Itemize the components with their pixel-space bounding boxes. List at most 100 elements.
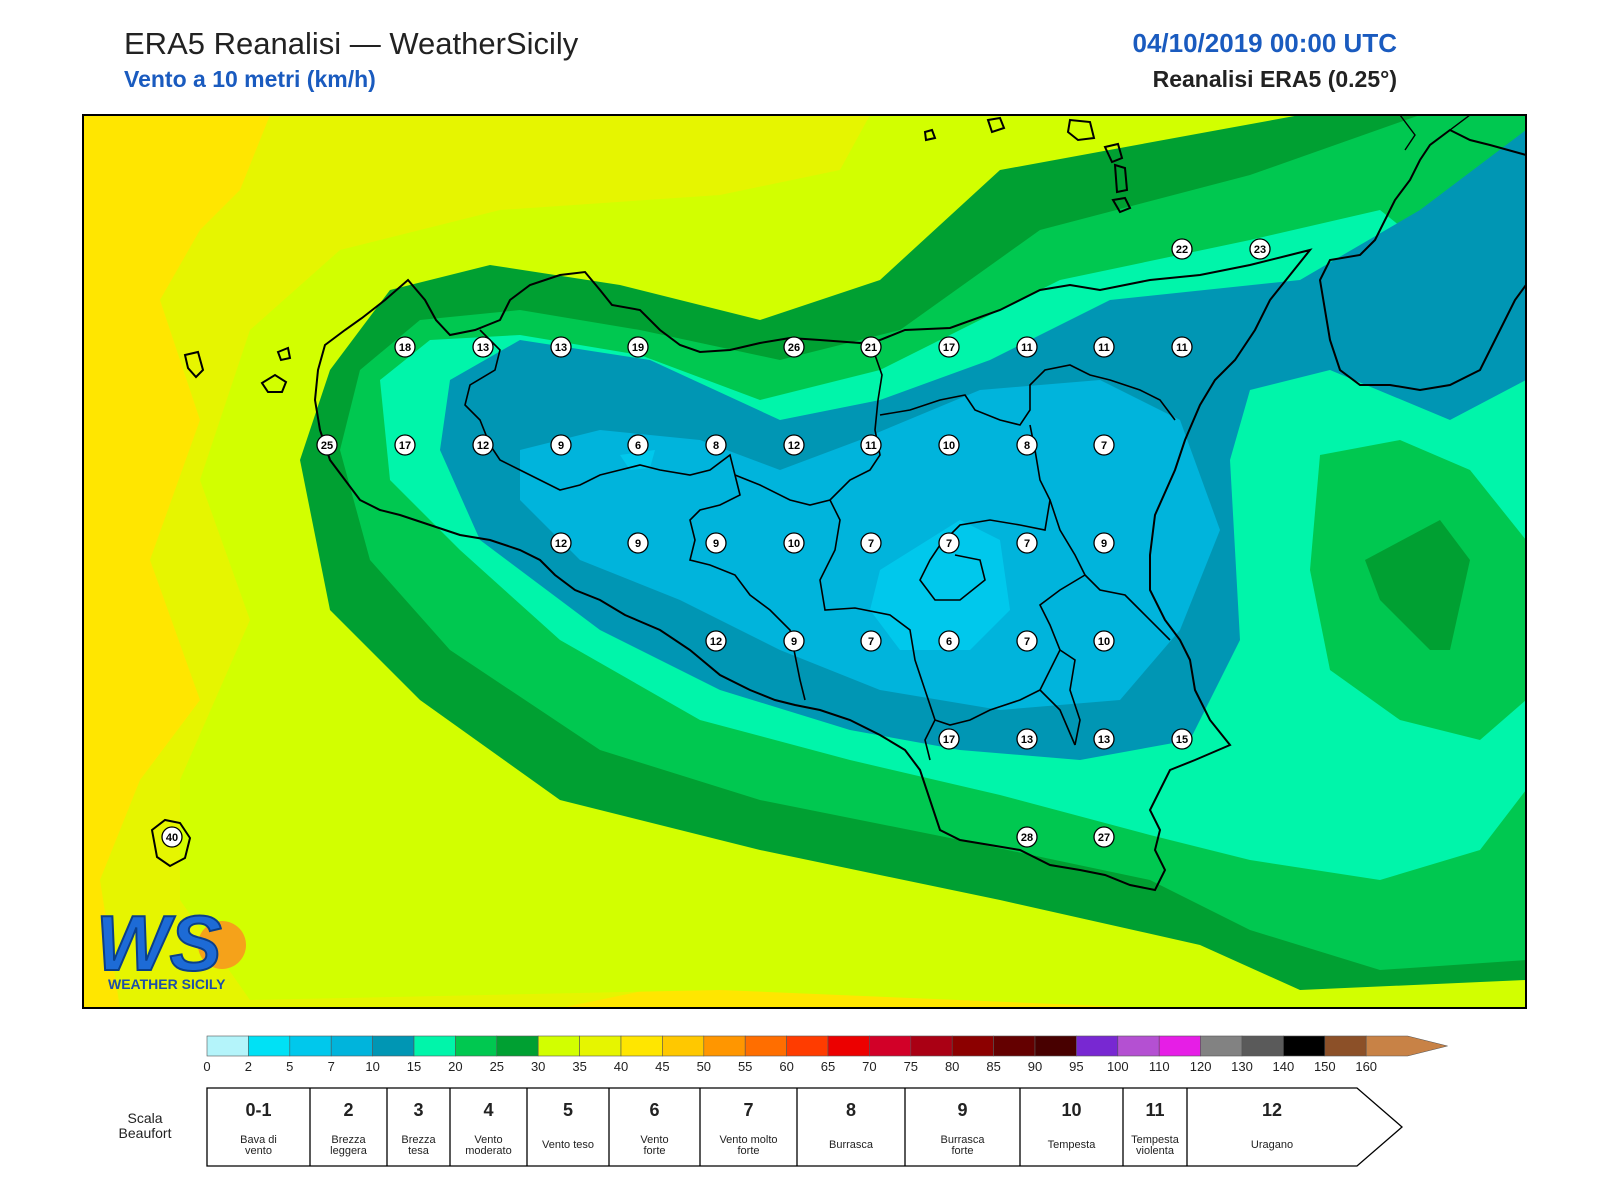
colorbar-tick-label: 130	[1231, 1059, 1253, 1074]
beaufort-description: moderato	[465, 1145, 511, 1157]
colorbar-swatch	[951, 1035, 994, 1057]
beaufort-number: 6	[649, 1100, 659, 1120]
station-circle	[783, 434, 805, 456]
beaufort-number: 9	[957, 1100, 967, 1120]
colorbar-tick-label: 100	[1107, 1059, 1129, 1074]
colorbar-swatch	[206, 1035, 249, 1057]
calabria-border	[1399, 115, 1471, 151]
colorbar-tick-label: 75	[904, 1059, 918, 1074]
station-value: 11	[1098, 342, 1110, 354]
station-value: 11	[1021, 342, 1033, 354]
colorbar-swatch	[1076, 1035, 1119, 1057]
colorbar-swatch	[248, 1035, 291, 1057]
colorbar-tick-label: 70	[862, 1059, 876, 1074]
station-circle	[783, 336, 805, 358]
colorbar-swatch	[703, 1035, 746, 1057]
station-value: 9	[558, 440, 564, 452]
beaufort-description: Vento	[640, 1134, 668, 1146]
station-value: 7	[868, 538, 874, 550]
station-value: 13	[477, 342, 489, 354]
station-marker: 22	[1171, 238, 1193, 260]
station-value: 12	[555, 538, 567, 550]
beaufort-cell: 5 Vento teso	[526, 1088, 594, 1166]
station-value: 28	[1021, 832, 1033, 844]
colorbar-tick-label: 30	[531, 1059, 545, 1074]
station-circle	[938, 630, 960, 652]
station-marker: 11	[1093, 336, 1115, 358]
station-marker: 18	[394, 336, 416, 358]
station-marker: 25	[316, 434, 338, 456]
logo-letters: WS	[96, 899, 222, 987]
station-value: 12	[788, 440, 800, 452]
island-filicudi	[1066, 118, 1096, 142]
station-value: 27	[1098, 832, 1110, 844]
beaufort-description: forte	[951, 1145, 973, 1157]
station-value: 17	[399, 440, 411, 452]
station-circle	[472, 434, 494, 456]
station-circle	[627, 434, 649, 456]
station-value: 13	[1021, 734, 1033, 746]
colorbar-tick-label: 110	[1149, 1059, 1170, 1074]
map-frame	[82, 114, 1527, 1009]
beaufort-number: 2	[343, 1100, 353, 1120]
weathersicily-logo: WS WEATHER SICILY	[95, 898, 246, 992]
station-marker: 7	[938, 532, 960, 554]
beaufort-number: 10	[1061, 1100, 1081, 1120]
station-circle	[938, 728, 960, 750]
station-markers: 22 23 18 13 13 19 26 21 17 11 11 11 25 17 12 9 6 8 12 11 10 8…	[161, 238, 1271, 848]
island-salina	[1103, 142, 1124, 164]
station-marker: 17	[938, 336, 960, 358]
station-marker: 8	[1016, 434, 1038, 456]
beaufort-description: Burrasca	[829, 1139, 874, 1151]
beaufort-title-line2: Beaufort	[119, 1125, 172, 1141]
station-marker: 15	[1171, 728, 1193, 750]
colorbar-swatch	[869, 1035, 912, 1057]
station-marker: 21	[860, 336, 882, 358]
colorbar-tick-label: 10	[365, 1059, 379, 1074]
beaufort-description: violenta	[1136, 1145, 1175, 1157]
colorbar-swatch	[1117, 1035, 1160, 1057]
station-marker: 7	[1016, 630, 1038, 652]
station-marker: 19	[627, 336, 649, 358]
station-value: 19	[632, 342, 644, 354]
station-marker: 11	[1171, 336, 1193, 358]
station-value: 8	[713, 440, 719, 452]
station-marker: 28	[1016, 826, 1038, 848]
colorbar-swatch	[662, 1035, 705, 1057]
beaufort-description: Vento	[474, 1134, 502, 1146]
beaufort-description: Tempesta	[1131, 1134, 1180, 1146]
colorbar-swatch	[827, 1035, 870, 1057]
station-marker: 7	[860, 532, 882, 554]
station-marker: 9	[550, 434, 572, 456]
colorbar-swatch	[1158, 1035, 1201, 1057]
station-circle	[316, 434, 338, 456]
station-marker: 26	[783, 336, 805, 358]
colorbar-tick-labels: 0 2 5 7 10 15 20 25 30 35 40 45 50 55 60 65 70 75 80 85 90 95…	[203, 1059, 1377, 1074]
station-circle	[1016, 826, 1038, 848]
station-value: 7	[868, 636, 874, 648]
station-value: 6	[635, 440, 641, 452]
island-ustica	[923, 128, 937, 142]
island-pantelleria	[150, 818, 192, 868]
station-marker: 13	[1016, 728, 1038, 750]
wind-band-25-30-ionian	[1365, 520, 1470, 650]
colorbar-swatch	[744, 1035, 787, 1057]
station-value: 17	[943, 734, 955, 746]
station-value: 9	[791, 636, 797, 648]
wind-speed-colorbar	[206, 1035, 1448, 1057]
station-value: 7	[1024, 636, 1030, 648]
station-circle	[705, 434, 727, 456]
station-value: 23	[1254, 244, 1266, 256]
colorbar-tick-label: 45	[655, 1059, 669, 1074]
station-circle	[1093, 728, 1115, 750]
station-marker: 12	[705, 630, 727, 652]
station-value: 40	[166, 832, 178, 844]
calabria-coastline	[1318, 128, 1526, 392]
colorbar-tick-label: 50	[697, 1059, 711, 1074]
colorbar-tick-label: 85	[986, 1059, 1000, 1074]
